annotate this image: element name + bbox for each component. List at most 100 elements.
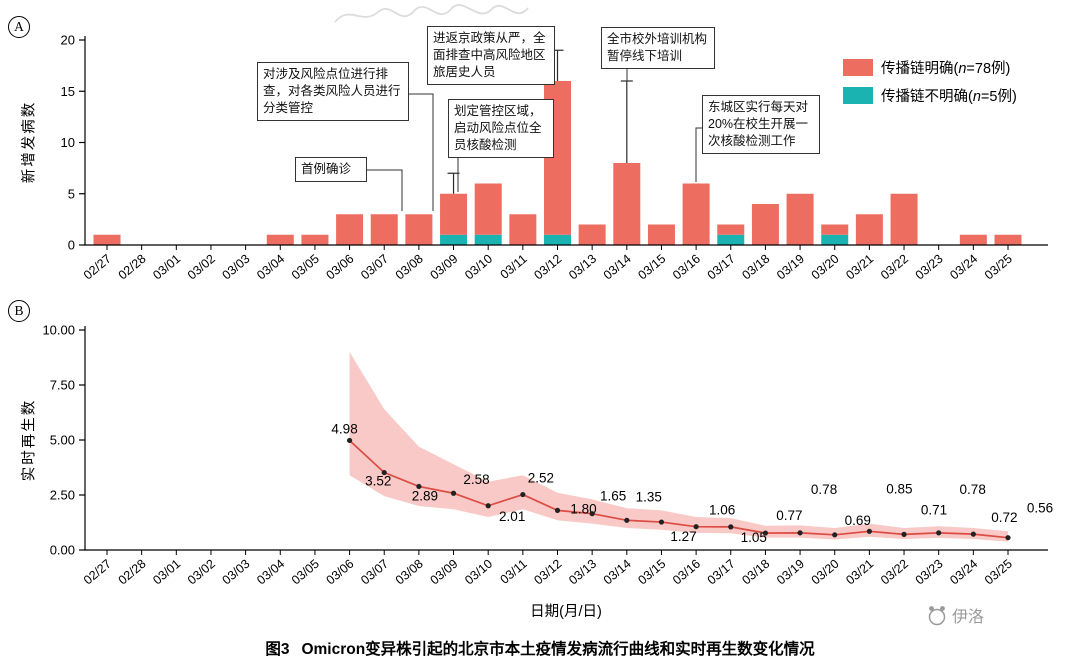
rt-value-label: 3.52 bbox=[365, 474, 391, 489]
rt-value-label: 2.89 bbox=[412, 488, 438, 503]
rt-point bbox=[936, 530, 942, 536]
rt-point bbox=[901, 531, 907, 537]
y-tick-label: 7.50 bbox=[50, 378, 75, 393]
rt-point bbox=[658, 519, 665, 525]
x-tick-label: 03/25 bbox=[982, 252, 1015, 283]
panel-b-label: B bbox=[8, 300, 30, 322]
y-tick-label: 20 bbox=[61, 33, 75, 48]
rt-point bbox=[416, 483, 422, 490]
annotation-box: 首例确诊 bbox=[295, 157, 367, 182]
legend-swatch-unknown-icon bbox=[843, 87, 873, 104]
legend-label-unknown-post: =5例) bbox=[980, 89, 1017, 105]
bar-unknown-chain bbox=[717, 234, 745, 245]
bar-known-chain bbox=[647, 224, 675, 245]
legend-label-known: 传播链明确(n=78例) bbox=[881, 57, 1010, 78]
x-tick-label: 03/17 bbox=[705, 557, 738, 588]
x-tick-label: 03/06 bbox=[324, 557, 357, 588]
bar-unknown-chain bbox=[440, 234, 468, 245]
rt-value-label: 2.01 bbox=[499, 509, 525, 524]
rt-value-label: 1.35 bbox=[636, 489, 662, 504]
bar-unknown-chain bbox=[544, 234, 571, 245]
panel-a-letter: A bbox=[14, 19, 24, 34]
rt-point bbox=[520, 491, 526, 498]
bar-known-chain bbox=[93, 234, 121, 245]
x-tick-label: 03/18 bbox=[739, 557, 772, 588]
x-tick-label: 03/04 bbox=[254, 252, 287, 283]
watermark: 伊洛 bbox=[925, 603, 984, 627]
legend-label-unknown-pre: 传播链不明确( bbox=[881, 89, 973, 105]
rt-value-label: 0.56 bbox=[1027, 501, 1053, 516]
bar-unknown-chain bbox=[474, 234, 502, 245]
x-tick-label: 02/27 bbox=[81, 557, 114, 588]
x-tick-label: 03/24 bbox=[947, 557, 980, 588]
bar-known-chain bbox=[959, 234, 987, 245]
x-tick-label: 03/07 bbox=[358, 252, 391, 283]
bar-known-chain bbox=[821, 224, 849, 235]
bar-known-chain bbox=[474, 183, 502, 235]
y-tick-label: 15 bbox=[61, 84, 75, 99]
x-tick-label: 03/16 bbox=[670, 557, 703, 588]
rt-value-label: 1.65 bbox=[600, 489, 626, 504]
x-tick-label: 03/05 bbox=[289, 557, 322, 588]
panel-a-y-axis-title: 新增发病数 bbox=[21, 100, 38, 184]
legend-label-unknown: 传播链不明确(n=5例) bbox=[881, 85, 1017, 106]
x-tick-label: 03/24 bbox=[947, 252, 980, 283]
x-tick-label: 03/06 bbox=[324, 252, 357, 283]
bar-known-chain bbox=[336, 214, 364, 245]
rt-point bbox=[589, 511, 595, 517]
x-tick-label: 03/08 bbox=[393, 557, 426, 588]
legend-item-known-chain: 传播链明确(n=78例) bbox=[843, 57, 1017, 78]
watermark-text: 伊洛 bbox=[952, 609, 985, 626]
x-tick-label: 03/02 bbox=[185, 252, 218, 283]
rt-point bbox=[1005, 535, 1011, 541]
rt-value-label: 0.77 bbox=[776, 508, 802, 523]
x-tick-label: 03/03 bbox=[220, 557, 253, 588]
x-tick-label: 03/23 bbox=[913, 557, 946, 588]
x-tick-label: 03/12 bbox=[531, 557, 564, 588]
rt-point bbox=[728, 524, 734, 530]
rt-point bbox=[450, 490, 457, 496]
x-tick-label: 03/01 bbox=[150, 252, 183, 283]
bar-known-chain bbox=[440, 193, 468, 235]
x-tick-label: 03/19 bbox=[774, 252, 807, 283]
rt-value-label: 0.78 bbox=[960, 482, 986, 497]
rt-line bbox=[348, 439, 1009, 539]
rt-point bbox=[554, 507, 561, 513]
y-tick-label: 0 bbox=[68, 238, 75, 253]
bar-known-chain bbox=[855, 214, 883, 245]
rt-value-label: 0.85 bbox=[886, 481, 912, 496]
annotation-box: 进返京政策从严，全面排查中高风险地区旅居史人员 bbox=[427, 26, 555, 85]
figure-caption: 图3 Omicron变异株引起的北京市本土疫情发病流行曲线和实时再生数变化情况 bbox=[0, 637, 1080, 659]
rt-value-label: 1.27 bbox=[670, 529, 696, 544]
rt-point bbox=[693, 524, 699, 530]
rt-value-label: 2.52 bbox=[528, 471, 554, 486]
rt-value-label: 1.06 bbox=[709, 503, 735, 518]
y-tick-label: 2.50 bbox=[50, 488, 75, 503]
x-tick-label: 03/25 bbox=[982, 557, 1015, 588]
top-watermark-scribble bbox=[334, 4, 529, 23]
legend-label-known-pre: 传播链明确( bbox=[881, 61, 959, 77]
x-tick-label: 03/10 bbox=[462, 252, 495, 283]
rt-value-label: 0.71 bbox=[921, 502, 947, 517]
x-tick-label: 03/22 bbox=[878, 557, 911, 588]
rt-point bbox=[381, 469, 387, 476]
confidence-band bbox=[349, 352, 1009, 542]
y-tick-label: 5.00 bbox=[50, 433, 75, 448]
x-tick-label: 03/14 bbox=[601, 252, 634, 283]
rt-value-label: 0.69 bbox=[845, 513, 871, 528]
rt-point bbox=[970, 531, 976, 537]
bar-known-chain bbox=[682, 183, 710, 245]
legend-label-known-post: =78例) bbox=[966, 61, 1011, 77]
x-tick-label: 03/20 bbox=[809, 252, 842, 283]
x-tick-label: 03/21 bbox=[843, 252, 876, 283]
annotation-box: 对涉及风险点位进行排查，对各类风险人员进行分类管控 bbox=[257, 62, 409, 121]
y-tick-label: 5 bbox=[68, 186, 75, 201]
rt-value-label: 0.72 bbox=[991, 510, 1017, 525]
x-tick-label: 03/22 bbox=[878, 252, 911, 283]
legend-swatch-known-icon bbox=[843, 59, 873, 76]
x-tick-label: 03/04 bbox=[254, 557, 287, 588]
x-tick-label: 03/12 bbox=[531, 252, 564, 283]
x-tick-label: 03/18 bbox=[739, 252, 772, 283]
annotation-box: 全市校外培训机构暂停线下培训 bbox=[601, 27, 715, 69]
